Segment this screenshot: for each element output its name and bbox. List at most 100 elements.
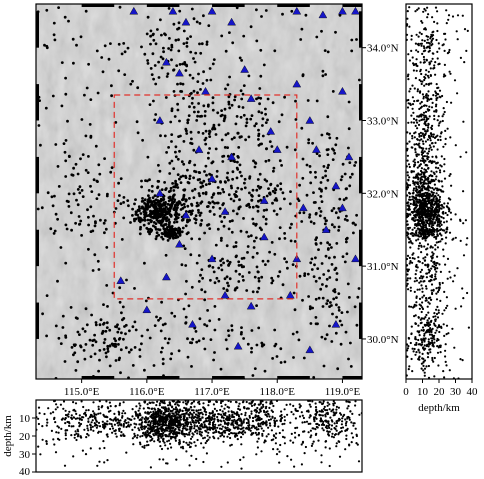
event-dot [222,224,226,228]
event-dot [76,360,80,364]
event-dot [243,186,247,190]
side-event-dot [444,143,447,146]
event-dot [183,62,187,66]
bottom-event-dot [345,400,348,403]
side-event-dot [425,297,428,300]
side-event-dot [414,204,417,207]
bottom-event-dot [269,424,272,427]
event-dot [226,154,230,158]
bottom-event-dot [271,402,274,405]
event-dot [194,330,198,333]
frame-segment [36,11,39,48]
side-event-dot [424,331,427,334]
station-triangle [233,341,243,350]
event-dot [327,247,330,250]
bottom-event-dot [174,416,177,419]
event-dot [325,333,329,337]
event-dot [254,222,258,226]
side-event-dot [416,8,419,11]
bottom-event-dot [70,414,73,417]
bottom-event-dot [255,433,258,436]
event-dot [195,119,199,122]
event-dot [174,155,178,159]
side-event-dot [411,103,415,106]
event-dot [345,187,348,191]
event-dot [309,261,313,265]
event-dot [94,144,98,148]
event-dot [348,184,352,188]
bottom-event-dot [78,414,81,417]
side-event-dot [438,283,441,286]
event-dot [205,40,209,44]
event-dot [164,188,168,192]
side-event-dot [420,216,424,219]
event-dot [172,22,176,26]
event-dot [246,251,249,254]
frame-segment [36,156,39,194]
bottom-event-dot [194,430,197,433]
bottom-event-dot [233,418,236,421]
event-dot [257,279,261,283]
side-event-dot [450,218,453,221]
event-dot [62,142,66,146]
event-dot [104,227,108,231]
event-dot [204,191,208,194]
bottom-event-dot [188,408,191,411]
event-dot [141,138,145,142]
event-dot [168,228,172,232]
bottom-event-dot [72,416,76,419]
bottom-event-dot [178,439,181,442]
side-event-dot [442,190,445,193]
event-dot [188,159,192,163]
side-event-dot [418,303,421,306]
side-event-dot [420,202,423,205]
side-event-dot [420,362,423,365]
event-dot [259,185,263,189]
bottom-event-dot [144,411,147,414]
frame-segment [212,376,245,379]
side-event-dot [430,39,433,42]
side-event-dot [444,137,447,140]
side-event-dot [420,317,423,320]
side-event-layer [406,6,470,379]
event-dot [241,275,245,278]
side-event-dot [428,317,431,320]
side-event-dot [413,100,416,103]
side-event-dot [435,155,438,158]
event-dot [73,344,77,347]
event-dot [251,188,255,192]
side-event-dot [433,136,437,139]
bottom-event-dot [101,423,105,426]
event-dot [212,213,216,216]
side-event-dot [428,328,431,332]
side-event-dot [428,192,431,195]
side-event-dot [425,93,428,96]
event-dot [208,67,212,70]
event-dot [206,205,210,208]
event-dot [184,69,188,72]
bottom-event-dot [319,418,323,421]
event-dot [319,241,323,245]
side-event-dot [408,237,411,240]
event-dot [258,87,262,90]
event-dot [270,281,274,285]
bottom-event-dot [318,410,321,413]
side-event-dot [420,338,423,341]
side-event-dot [418,242,421,245]
side-event-dot [418,356,421,359]
side-depth-tick-label: 10 [417,386,429,398]
event-dot [256,184,260,188]
bottom-event-dot [162,411,165,415]
event-dot [72,166,75,170]
latitude-label: 34.0°N [367,43,399,55]
event-dot [138,232,142,236]
bottom-event-dot [352,424,355,427]
bottom-event-dot [243,418,246,421]
frame-segment [146,376,180,379]
event-dot [118,286,122,290]
event-dot [217,123,221,127]
event-dot [308,305,312,309]
station-triangle [207,6,217,15]
bottom-event-dot [204,441,207,445]
side-event-dot [420,222,423,225]
